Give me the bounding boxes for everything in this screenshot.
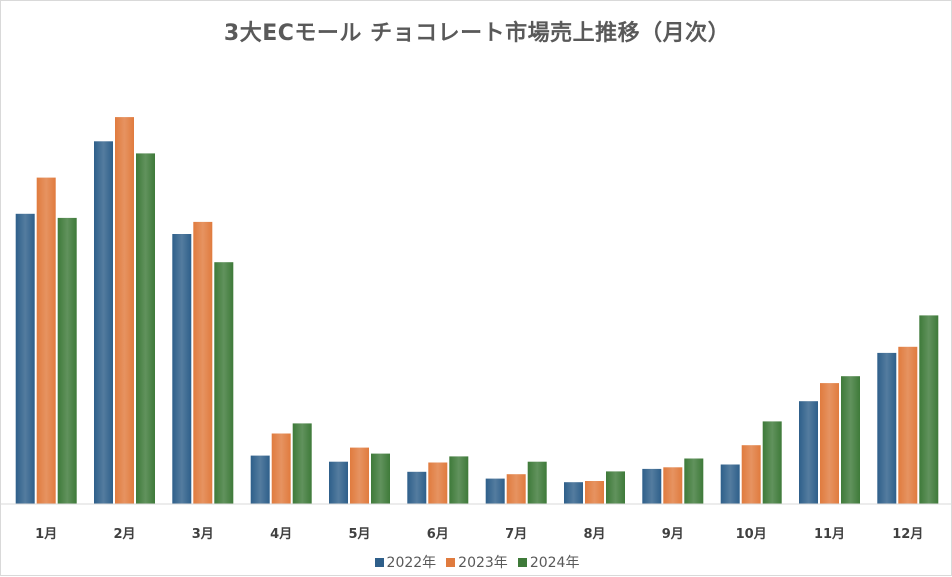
legend: 2022年 2023年 2024年 — [1, 552, 952, 572]
bar-2023年-8月 — [585, 481, 604, 504]
bar-2022年-2月 — [94, 141, 113, 505]
bar-2023年-7月 — [506, 474, 526, 504]
x-tick-label: 11月 — [814, 527, 845, 542]
chart-title: 3大ECモール チョコレート市場売上推移（月次） — [223, 21, 731, 46]
bar-2022年-1月 — [15, 213, 35, 505]
bar-2023年-5月 — [350, 447, 369, 504]
legend-swatch — [446, 558, 456, 567]
legend-item: 2022年 — [374, 552, 437, 572]
bar-2022年-10月 — [720, 464, 740, 504]
bar-2022年-11月 — [799, 401, 818, 504]
bar-2024年-9月 — [684, 458, 704, 504]
legend-label: 2022年 — [386, 555, 437, 571]
x-tick-label: 3月 — [192, 527, 214, 542]
x-tick-label: 5月 — [348, 527, 370, 542]
legend-label: 2023年 — [458, 555, 508, 571]
bar-2023年-11月 — [820, 383, 839, 504]
legend-item: 2023年 — [446, 552, 508, 572]
bar-2023年-1月 — [36, 177, 56, 504]
x-tick-label: 1月 — [35, 527, 57, 542]
bar-2024年-8月 — [606, 471, 625, 504]
bar-2022年-12月 — [877, 352, 897, 504]
bar-2022年-5月 — [329, 461, 348, 504]
bar-2023年-3月 — [193, 221, 213, 504]
bar-2024年-12月 — [919, 315, 939, 504]
bar-2023年-12月 — [898, 346, 918, 504]
bar-2024年-10月 — [762, 421, 782, 504]
bar-2024年-11月 — [841, 376, 860, 504]
bar-2023年-2月 — [115, 117, 134, 504]
bar-2024年-5月 — [371, 453, 390, 504]
legend-swatch — [517, 558, 527, 567]
x-tick-label: 4月 — [270, 527, 292, 542]
bar-2022年-8月 — [564, 482, 583, 504]
legend-swatch — [374, 558, 384, 567]
bar-2023年-6月 — [428, 462, 448, 504]
x-tick-label: 7月 — [505, 527, 527, 542]
bar-2024年-6月 — [449, 456, 469, 504]
x-tick-label: 2月 — [113, 527, 135, 542]
x-tick-label: 8月 — [583, 527, 605, 542]
bar-2022年-9月 — [642, 468, 662, 504]
bar-2023年-10月 — [741, 445, 761, 504]
bar-2024年-7月 — [527, 461, 547, 504]
bar-2023年-9月 — [663, 467, 683, 504]
bar-2022年-6月 — [407, 471, 427, 504]
bar-2024年-4月 — [292, 423, 312, 504]
bar-2024年-3月 — [214, 262, 234, 504]
bar-2024年-1月 — [57, 217, 77, 504]
legend-item: 2024年 — [517, 552, 580, 572]
bars-group — [15, 117, 939, 505]
x-tick-label: 6月 — [427, 527, 449, 542]
bar-2023年-4月 — [271, 433, 291, 504]
x-tick-label: 12月 — [892, 527, 923, 542]
x-tick-label: 10月 — [736, 527, 767, 542]
bar-2022年-7月 — [485, 478, 505, 504]
x-tick-labels: 1月 2月 3月 4月 5月 6月 7月 8月 9月 10月 11月 12月 — [35, 527, 923, 542]
bar-2024年-2月 — [136, 153, 155, 504]
legend-label: 2024年 — [529, 555, 580, 571]
bar-2022年-3月 — [172, 234, 192, 504]
x-tick-label: 9月 — [662, 527, 684, 542]
bar-2022年-4月 — [250, 455, 270, 504]
